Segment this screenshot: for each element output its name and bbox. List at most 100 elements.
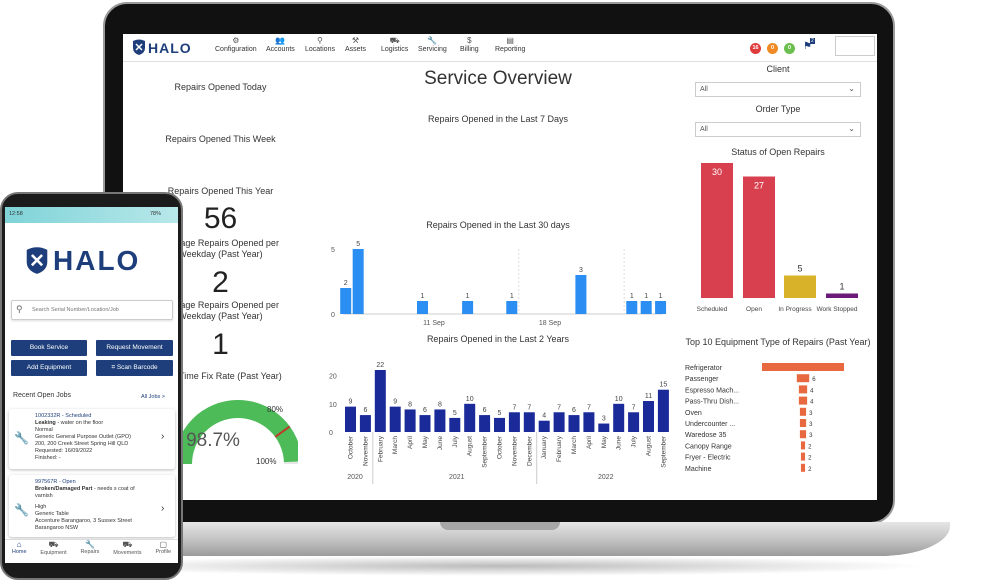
bar-2y xyxy=(598,423,610,432)
search-icon: ⚲ xyxy=(16,304,23,314)
laptop-notch xyxy=(440,522,560,530)
order-type-select-value: All xyxy=(700,126,708,133)
x-tick-label: 18 Sep xyxy=(539,320,561,327)
add-equipment-button[interactable]: Add Equipment xyxy=(11,360,87,376)
nav-label: Configuration xyxy=(215,46,257,53)
alert-badge-red[interactable]: 16 xyxy=(750,43,761,54)
kpi-today-label: Repairs Opened Today xyxy=(174,82,267,92)
alert-badge-orange[interactable]: 0 xyxy=(767,43,778,54)
client-select[interactable]: All ⌄ xyxy=(695,82,861,97)
chevron-down-icon: ⌄ xyxy=(848,124,855,133)
alert-badge-green[interactable]: 0 xyxy=(784,43,795,54)
bar-value-label: 3 xyxy=(602,416,606,423)
bar-2y xyxy=(568,415,580,432)
scan-barcode-button[interactable]: ⌗ Scan Barcode xyxy=(96,360,173,376)
bar-value-label: 1 xyxy=(630,293,634,300)
year-label: 2020 xyxy=(347,474,363,481)
bar-value-label: 7 xyxy=(527,404,531,411)
kpi-avg-label-1: Average Repairs Opened per xyxy=(162,238,279,248)
chart-30days-title: Repairs Opened in the Last 30 days xyxy=(426,220,570,230)
bar-value-label: 22 xyxy=(376,362,384,369)
bar-value-label: 5 xyxy=(453,410,457,417)
bar-value-label: 7 xyxy=(587,404,591,411)
chart-2years-title: Repairs Opened in the Last 2 Years xyxy=(426,334,570,344)
equipment-bar xyxy=(796,374,810,383)
nav-logistics[interactable]: ⛟ Logistics xyxy=(381,36,408,53)
bar-2y xyxy=(657,389,669,432)
chevron-right-icon: › xyxy=(161,431,165,442)
tab-home[interactable]: ⌂ Home xyxy=(12,540,27,563)
y-tick-label: 10 xyxy=(329,402,337,409)
bar-2y xyxy=(479,415,491,432)
assets-icon: ⚒ xyxy=(351,36,360,45)
job1-address: 200, 200 Creek Street Spring Hill QLD xyxy=(35,441,129,447)
recent-jobs-title: Recent Open Jobs xyxy=(13,392,71,399)
all-jobs-link[interactable]: All Jobs > xyxy=(141,394,165,400)
job-card-2[interactable]: 🔧 997567R - Open Broken/Damaged Part - n… xyxy=(9,475,175,537)
bar-value-label: 5 xyxy=(356,241,360,248)
bar-2y xyxy=(345,406,356,432)
equipment-category-label: Waredose 35 xyxy=(685,432,726,439)
user-box[interactable] xyxy=(835,36,875,56)
order-type-select[interactable]: All ⌄ xyxy=(695,122,861,137)
kpi-avg-value: 2 xyxy=(212,266,229,299)
gauge-target-marker xyxy=(274,425,291,438)
truck-icon: ⛟ xyxy=(389,36,400,45)
flag-icon[interactable]: ⚑ 2 xyxy=(803,38,815,52)
book-service-button[interactable]: Book Service xyxy=(11,340,87,356)
bar-value-label: 9 xyxy=(349,399,353,406)
tab-movements[interactable]: ⛟ Movements xyxy=(113,540,141,563)
tab-repairs[interactable]: 🔧 Repairs xyxy=(80,540,99,563)
nav-locations[interactable]: ⚲ Locations xyxy=(305,36,335,53)
status-bar xyxy=(826,293,858,298)
nav-reporting[interactable]: ▤ Reporting xyxy=(495,36,525,53)
tab-equipment[interactable]: ⛟ Equipment xyxy=(40,540,66,563)
job-card-1[interactable]: 🔧 1002332R - Scheduled Leaking - water o… xyxy=(9,409,175,469)
bar-value-label: 7 xyxy=(632,404,636,411)
nav-assets[interactable]: ⚒ Assets xyxy=(345,36,366,53)
status-value-label: 30 xyxy=(712,167,722,177)
chevron-right-icon: › xyxy=(161,503,165,514)
equipment-category-label: Machine xyxy=(685,466,712,473)
tab-profile[interactable]: ▢ Profile xyxy=(155,540,171,563)
status-time: 12:58 xyxy=(9,211,23,217)
nav-servicing[interactable]: 🔧 Servicing xyxy=(418,36,447,53)
bar-value-label: 2 xyxy=(344,280,348,287)
phone-search-input[interactable]: ⚲ Search Serial Number/Location/Job xyxy=(11,300,173,320)
phone-brand-name: HALO xyxy=(53,245,141,276)
nav-accounts[interactable]: 👥 Accounts xyxy=(266,36,295,53)
halo-logo[interactable]: HALO xyxy=(132,39,192,56)
x-tick-label: September xyxy=(660,435,667,468)
status-category-label: In Progress xyxy=(778,306,812,313)
bar-30d xyxy=(462,301,474,314)
status-value-label: 5 xyxy=(797,264,802,274)
nav-label: Assets xyxy=(345,46,367,53)
equipment-value-label: 6 xyxy=(812,377,816,383)
tab-repairs-label: Repairs xyxy=(80,549,100,555)
request-movement-button[interactable]: Request Movement xyxy=(96,340,173,356)
bar-2y xyxy=(464,403,476,432)
bar-value-label: 1 xyxy=(466,293,470,300)
kpi-week-label: Repairs Opened This Week xyxy=(165,134,276,144)
bar-value-label: 1 xyxy=(659,293,663,300)
equipment-bar xyxy=(798,385,808,394)
status-category-label: Work Stopped xyxy=(816,306,858,313)
equipment-value-label: 3 xyxy=(809,411,813,417)
job2-priority: High xyxy=(35,504,47,510)
bar-value-label: 1 xyxy=(644,293,648,300)
nav-billing[interactable]: $ Billing xyxy=(460,36,479,53)
x-tick-label: January xyxy=(541,435,548,459)
job1-id: 1002332R - Scheduled xyxy=(35,413,92,419)
equipment-value-label: 4 xyxy=(810,400,814,406)
equipment-category-label: Passenger xyxy=(685,376,719,383)
status-value-label: 1 xyxy=(839,282,844,292)
bar-30d xyxy=(640,301,652,314)
bar-value-label: 7 xyxy=(557,404,561,411)
nav-configuration[interactable]: ⚙ Configuration xyxy=(215,36,257,53)
job1-priority: Normal xyxy=(35,427,53,433)
page-title: Service Overview xyxy=(424,68,572,89)
status-chart: 30 27 5 1 xyxy=(701,163,858,298)
job2-equipment: Generic Table xyxy=(35,511,69,517)
top10-chart-title: Top 10 Equipment Type of Repairs (Past Y… xyxy=(685,337,871,347)
equipment-category-label: Fryer - Electric xyxy=(685,455,731,462)
